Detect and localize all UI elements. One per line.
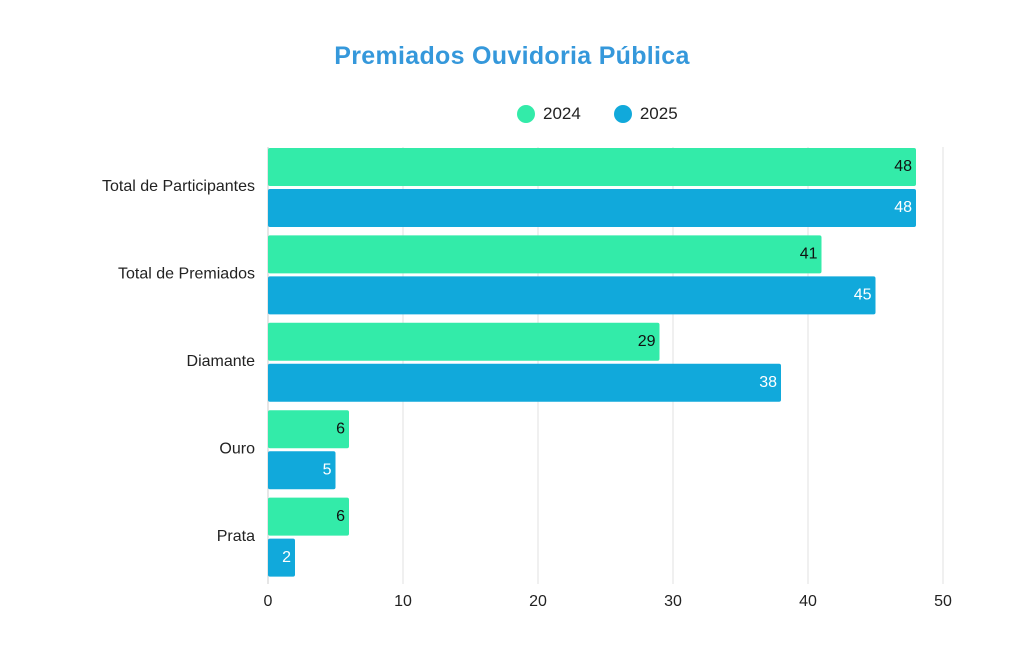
value-label-2024: 41 [800,246,818,263]
x-tick-label: 10 [394,593,412,610]
bar-2025[interactable] [268,363,781,402]
bar-2024[interactable] [268,148,916,186]
value-label-2024: 6 [336,508,345,525]
legend-item-2025[interactable]: 2025 [613,104,678,124]
chart-title: Premiados Ouvidoria Pública [334,42,690,70]
legend-label-2025: 2025 [639,104,678,123]
value-label-2024: 6 [336,420,345,437]
value-label-2025: 2 [282,549,291,566]
value-label-2024: 29 [638,333,656,350]
bar-2024[interactable] [268,235,822,274]
value-label-2024: 48 [894,158,912,175]
legend-label-2024: 2024 [543,104,581,123]
value-label-2025: 48 [894,199,912,216]
legend-swatch-2025 [613,105,632,123]
bar-2025[interactable] [268,189,916,227]
x-tick-label: 50 [934,593,952,610]
category-label: Prata [217,528,255,545]
value-label-2025: 45 [854,287,872,304]
category-label: Total de Participantes [102,178,255,195]
category-label: Total de Premiados [118,266,255,283]
bar-2024[interactable] [268,410,349,449]
legend-swatch-2024 [517,105,535,123]
bar-2025[interactable] [268,451,336,490]
x-tick-label: 30 [664,593,682,610]
legend-item-2024[interactable]: 2024 [517,104,581,124]
x-tick-label: 40 [799,593,817,610]
legend: 2024 2025 [517,104,711,124]
category-label: Ouro [219,440,255,457]
bar-2024[interactable] [268,497,349,536]
x-tick-label: 0 [264,593,273,610]
bar-2025[interactable] [268,276,876,315]
category-label: Diamante [187,353,256,370]
x-tick-label: 20 [529,593,547,610]
bar-2025[interactable] [268,538,295,577]
bar-2024[interactable] [268,322,660,361]
value-label-2025: 38 [759,374,777,391]
value-label-2025: 5 [323,461,332,478]
